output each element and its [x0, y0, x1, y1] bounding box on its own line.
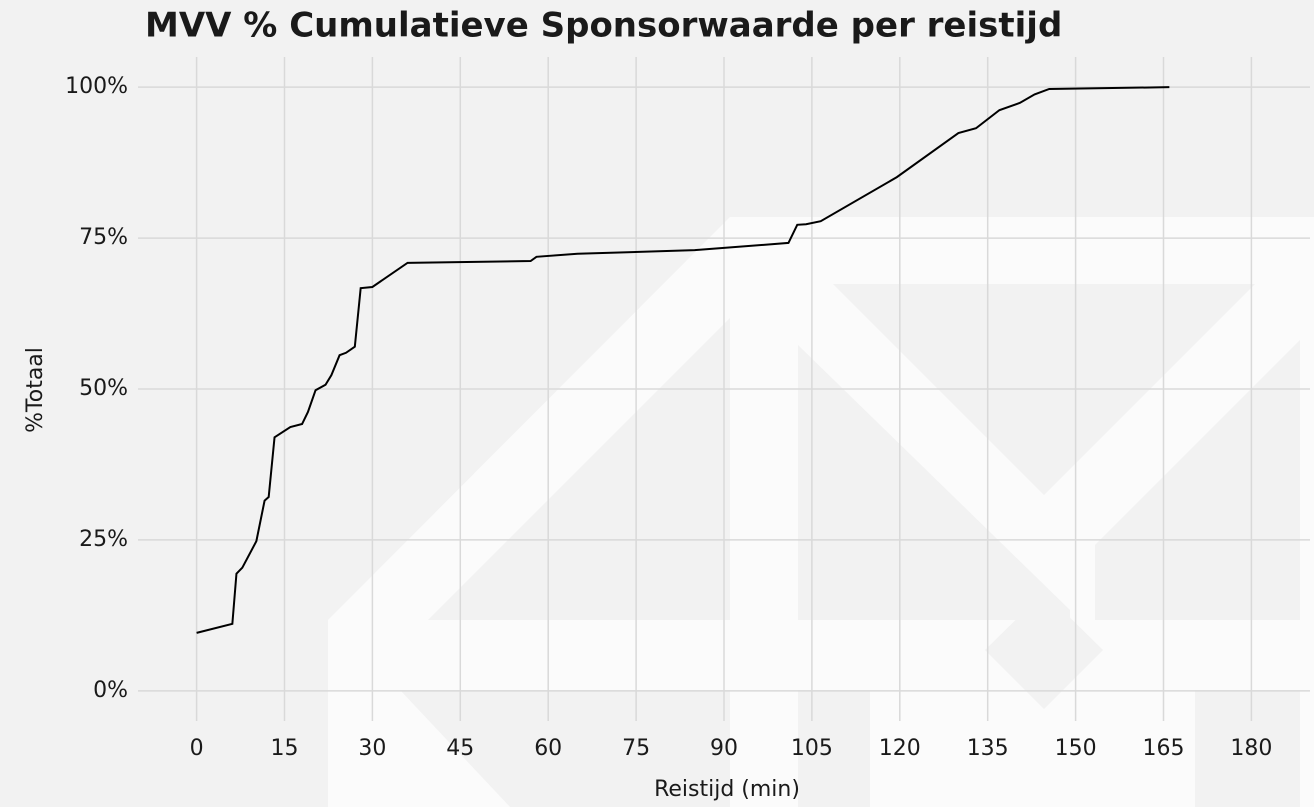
watermark-shape [400, 690, 730, 807]
watermark [328, 217, 1314, 807]
x-tick-label: 150 [1055, 736, 1097, 761]
watermark-shape [1095, 340, 1300, 620]
x-tick-label: 105 [791, 736, 833, 761]
chart-title: MVV % Cumulatieve Sponsorwaarde per reis… [145, 6, 1062, 46]
x-tick-label: 180 [1230, 736, 1272, 761]
x-axis-label: Reistijd (min) [654, 777, 800, 802]
data-line [196, 86, 1170, 634]
x-tick-label: 30 [358, 736, 386, 761]
x-tick-label: 135 [967, 736, 1009, 761]
grid [138, 57, 1310, 721]
x-tick-label: 120 [879, 736, 921, 761]
watermark-shape [798, 345, 1070, 620]
watermark-shape [798, 690, 870, 807]
x-tick-label: 75 [622, 736, 650, 761]
watermark-shape [1195, 690, 1300, 807]
watermark-shape [428, 318, 730, 620]
x-tick-label: 15 [271, 736, 299, 761]
y-tick-label: 100% [65, 74, 128, 99]
y-tick-label: 0% [93, 678, 128, 703]
y-axis-label: %Totaal [23, 347, 48, 433]
x-tick-label: 165 [1143, 736, 1185, 761]
y-tick-label: 75% [79, 225, 128, 250]
watermark-shape [985, 592, 1103, 709]
y-tick-label: 25% [79, 527, 128, 552]
y-tick-label: 50% [79, 376, 128, 401]
x-tick-label: 45 [446, 736, 474, 761]
x-tick-label: 60 [534, 736, 562, 761]
x-tick-label: 90 [710, 736, 738, 761]
x-tick-label: 0 [190, 736, 204, 761]
